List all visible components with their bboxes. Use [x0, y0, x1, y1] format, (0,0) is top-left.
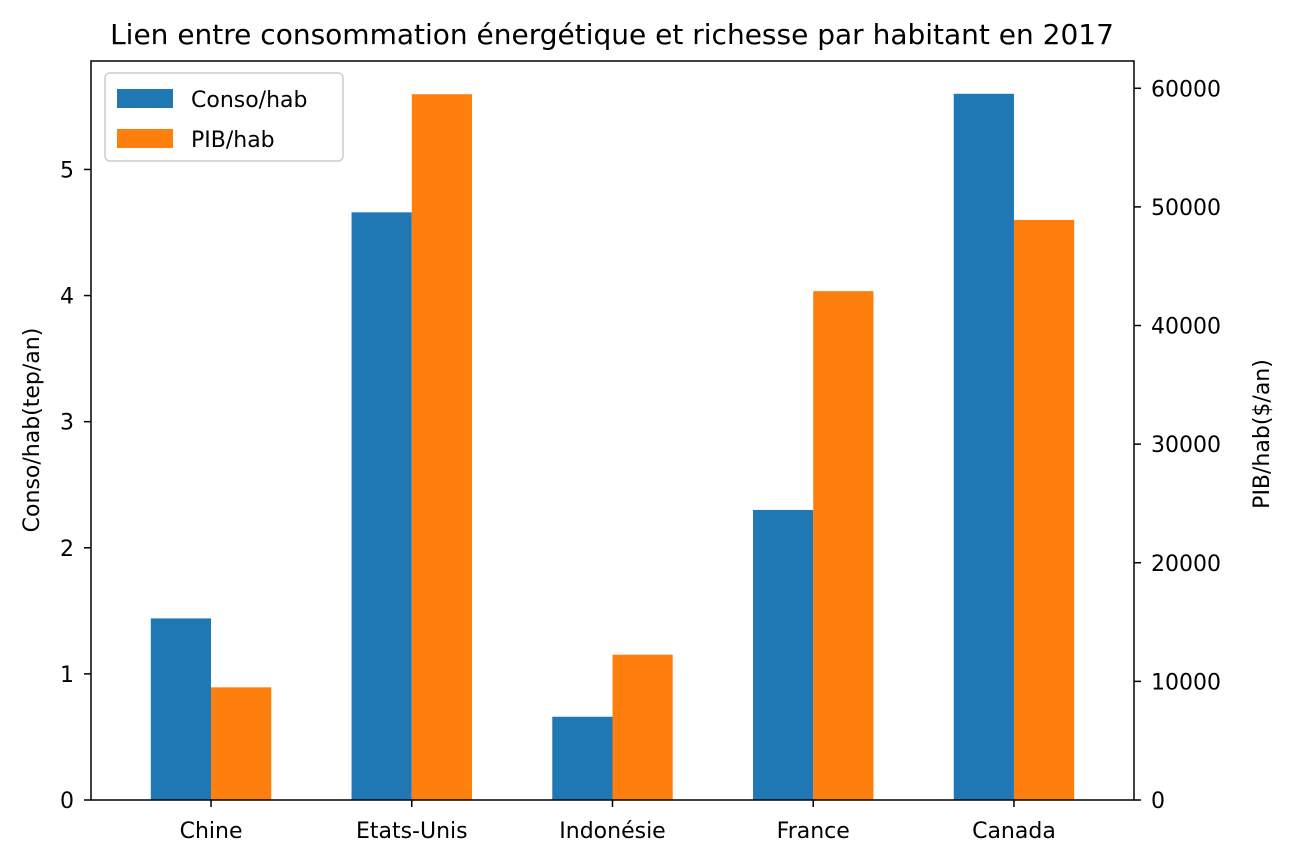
y-right-tick-label-40000: 40000: [1151, 315, 1221, 340]
y-axis-right-label: PIB/hab($/an): [1250, 359, 1275, 509]
x-tick-label-etats-unis: Etats-Unis: [356, 819, 468, 844]
chart-title: Lien entre consommation énergétique et r…: [110, 18, 1114, 51]
y-right-tick-label-50000: 50000: [1151, 196, 1221, 221]
y-right-tick-label-20000: 20000: [1151, 552, 1221, 577]
bars: [150, 93, 1075, 801]
y-axis-left: 0 1 2 3 4 5: [60, 158, 91, 814]
legend-swatch-conso-hab: [117, 89, 173, 108]
x-axis: Chine Etats-Unis Indonésie France Canada: [180, 800, 1056, 844]
legend-label-pib-hab: PIB/hab: [191, 128, 275, 153]
bar-pib-hab-canada: [1013, 219, 1075, 800]
y-left-tick-label-5: 5: [60, 158, 74, 183]
x-tick-label-france: France: [777, 819, 850, 844]
x-tick-label-indonesie: Indonésie: [559, 819, 665, 844]
y-left-tick-label-1: 1: [60, 663, 74, 688]
y-right-tick-label-0: 0: [1151, 789, 1165, 814]
y-left-tick-label-0: 0: [60, 789, 74, 814]
y-right-tick-label-10000: 10000: [1151, 670, 1221, 695]
y-right-tick-label-60000: 60000: [1151, 77, 1221, 102]
y-axis-left-label: Conso/hab(tep/an): [20, 328, 45, 533]
bar-pib-hab-france: [813, 291, 874, 800]
x-tick-label-chine: Chine: [180, 819, 243, 844]
bar-conso-hab-indonesie: [552, 716, 613, 800]
legend-label-conso-hab: Conso/hab: [191, 88, 308, 113]
bar-pib-hab-chine: [211, 687, 272, 800]
y-left-tick-label-4: 4: [60, 285, 74, 310]
y-right-tick-label-30000: 30000: [1151, 433, 1221, 458]
bar-conso-hab-canada: [953, 93, 1014, 801]
legend: Conso/hab PIB/hab: [104, 72, 344, 162]
y-left-tick-label-3: 3: [60, 411, 74, 436]
y-left-tick-label-2: 2: [60, 537, 74, 562]
bar-pib-hab-etats-unis: [411, 94, 472, 800]
legend-swatch-pib-hab: [117, 129, 173, 148]
bar-conso-hab-france: [753, 509, 814, 800]
y-axis-right: 0 10000 20000 30000 40000 50000 60000: [1134, 77, 1221, 814]
bar-conso-hab-etats-unis: [351, 212, 412, 800]
bar-conso-hab-chine: [150, 618, 212, 800]
x-tick-label-canada: Canada: [972, 819, 1056, 844]
bar-pib-hab-indonesie: [612, 654, 673, 800]
